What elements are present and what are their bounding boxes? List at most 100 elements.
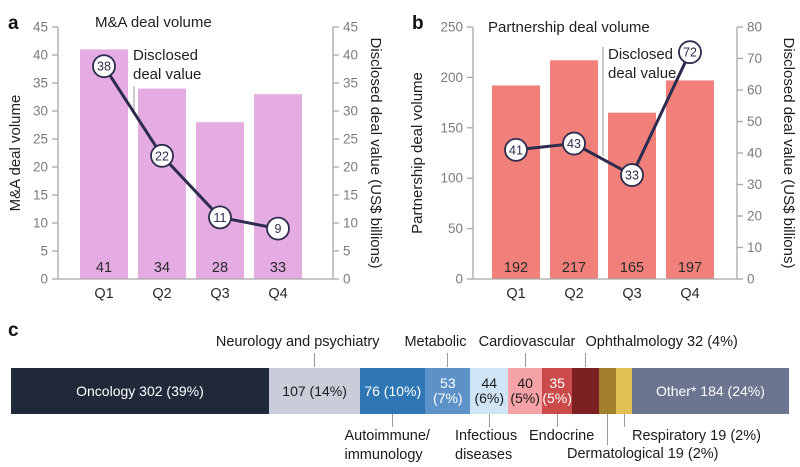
right-tick-label: 30 bbox=[343, 104, 358, 119]
right-tick-label: 20 bbox=[343, 160, 358, 175]
marker-value-label: 9 bbox=[275, 222, 282, 236]
segment-text: Other* 184 (24%) bbox=[655, 382, 765, 399]
right-tick-label: 60 bbox=[747, 83, 762, 98]
right-tick-label: 45 bbox=[343, 20, 358, 35]
right-tick-label: 35 bbox=[343, 76, 358, 91]
chart-title: M&A deal volume bbox=[95, 14, 212, 31]
marker-value-label: 43 bbox=[567, 137, 581, 151]
marker-Q1 bbox=[92, 54, 116, 79]
bar-value-label: 165 bbox=[620, 260, 644, 276]
leader-line bbox=[488, 414, 490, 427]
segment-text: (5%) bbox=[542, 390, 572, 406]
callout-respiratory-19-2: Respiratory 19 (2%) bbox=[632, 428, 761, 444]
segment-dermatological bbox=[599, 368, 616, 414]
bar-value-label: 192 bbox=[504, 260, 528, 276]
segment-endocrine: 35 (5%) bbox=[542, 368, 573, 414]
left-axis-title: Partnership deal volume bbox=[409, 72, 426, 234]
segment-autoimmune-immunology: 76 (10%) bbox=[360, 368, 426, 414]
category-label: Q2 bbox=[564, 286, 583, 302]
segment-text: 107 (14%) bbox=[282, 382, 347, 399]
segment-text: (5%) bbox=[510, 390, 540, 406]
marker-value-label: 33 bbox=[625, 169, 639, 183]
leader-line bbox=[556, 414, 558, 427]
marker-Q4 bbox=[266, 216, 290, 241]
left-tick-label: 100 bbox=[440, 171, 463, 186]
marker-value-label: 72 bbox=[683, 46, 697, 60]
callout-cardiovascular: Cardiovascular bbox=[478, 334, 576, 350]
category-label: Q3 bbox=[210, 286, 229, 302]
callout-endocrine: Endocrine bbox=[529, 428, 595, 444]
left-tick-label: 150 bbox=[440, 120, 463, 135]
chart-title: Partnership deal volume bbox=[488, 19, 650, 36]
segment-oncology: Oncology 302 (39%) bbox=[11, 368, 269, 414]
leader-line bbox=[585, 353, 586, 367]
bar-value-label: 41 bbox=[96, 260, 112, 276]
bar-value-label: 28 bbox=[212, 260, 228, 276]
right-tick-label: 25 bbox=[343, 132, 358, 147]
left-tick-label: 50 bbox=[448, 221, 463, 236]
right-tick-label: 80 bbox=[747, 20, 762, 35]
left-tick-label: 250 bbox=[440, 20, 463, 35]
bar-Q2 bbox=[550, 60, 598, 279]
segment-text: 44 bbox=[481, 375, 498, 391]
panel-label-c: c bbox=[8, 320, 19, 341]
category-label: Q4 bbox=[680, 286, 699, 302]
right-tick-label: 30 bbox=[747, 177, 762, 192]
bar-Q2 bbox=[138, 88, 186, 279]
marker-value-label: 41 bbox=[509, 143, 523, 157]
callout-ophthalmology-32-4: Ophthalmology 32 (4%) bbox=[585, 334, 738, 350]
bar-Q4 bbox=[254, 94, 302, 279]
callout-metabolic: Metabolic bbox=[404, 334, 467, 350]
left-tick-label: 45 bbox=[33, 20, 48, 35]
segment-text: 35 bbox=[549, 375, 565, 391]
segment-cardiovascular: 40 (5%) bbox=[508, 368, 543, 414]
segment-text: Oncology 302 (39%) bbox=[76, 382, 204, 399]
left-tick-label: 25 bbox=[33, 132, 48, 147]
therapy-area-stacked-bar: Oncology 302 (39%) 107 (14%) 76 (10%) 53 (7%… bbox=[11, 368, 789, 414]
right-axis-title: Disclosed deal value (US$ billions) bbox=[780, 38, 797, 269]
segment-text: (6%) bbox=[474, 390, 505, 406]
bar-value-label: 34 bbox=[154, 260, 170, 276]
marker-value-label: 11 bbox=[214, 211, 227, 225]
left-tick-label: 30 bbox=[33, 104, 48, 119]
bar-Q1 bbox=[80, 49, 128, 280]
marker-value-label: 22 bbox=[155, 149, 169, 163]
annotation-line: Disclosed bbox=[608, 46, 673, 63]
annotation-line: deal value bbox=[608, 65, 676, 82]
segment-other: Other* 184 (24%) bbox=[631, 368, 789, 414]
leader-line bbox=[447, 353, 448, 367]
disclosed-value-line bbox=[515, 51, 692, 178]
callout-infectious-diseases: Infectious diseases bbox=[455, 428, 518, 463]
panel-label-a: a bbox=[8, 13, 19, 34]
panel-label-b: b bbox=[412, 13, 424, 34]
marker-Q3 bbox=[620, 163, 644, 187]
left-tick-label: 15 bbox=[33, 188, 48, 203]
right-tick-label: 5 bbox=[343, 244, 351, 259]
left-axis-title: M&A deal volume bbox=[7, 95, 24, 212]
right-tick-label: 0 bbox=[747, 272, 755, 287]
leader-line bbox=[606, 414, 608, 445]
category-label: Q3 bbox=[622, 286, 641, 302]
left-tick-label: 40 bbox=[33, 48, 48, 63]
annotation-line: deal value bbox=[133, 66, 201, 83]
bar-Q1 bbox=[492, 85, 540, 280]
marker-Q2 bbox=[150, 143, 174, 168]
segment-ophthalmology bbox=[572, 368, 600, 414]
partnership-deal-volume-chart: 0 50 100 150 200 250 0 10 20 30 40 50 60 70 80 192 Q1 217… bbox=[409, 19, 797, 302]
ma-deal-volume-chart: 0 5 10 15 20 25 30 35 40 45 0 5 10 15 20 25 30 35 40 45 41 Q1… bbox=[7, 14, 384, 302]
marker-Q4 bbox=[678, 40, 702, 65]
segment-text: 40 bbox=[517, 375, 533, 391]
right-tick-label: 50 bbox=[747, 114, 762, 129]
right-tick-label: 40 bbox=[343, 48, 358, 63]
therapy-area-panel: Oncology 302 (39%) 107 (14%) 76 (10%) 53 (7%… bbox=[0, 320, 800, 467]
left-tick-label: 200 bbox=[440, 70, 463, 85]
callout-dermatological-19-2: Dermatological 19 (2%) bbox=[567, 446, 719, 462]
left-tick-label: 0 bbox=[40, 272, 48, 287]
annotation-line: Disclosed bbox=[133, 47, 198, 64]
right-axis-title: Disclosed deal value (US$ billions) bbox=[367, 38, 384, 269]
callout-neurology-and-psychiatry: Neurology and psychiatry bbox=[215, 334, 380, 350]
segment-text: 76 (10%) bbox=[364, 382, 422, 399]
marker-Q1 bbox=[504, 137, 528, 162]
marker-Q2 bbox=[562, 131, 586, 156]
segment-text: (7%) bbox=[433, 390, 463, 406]
